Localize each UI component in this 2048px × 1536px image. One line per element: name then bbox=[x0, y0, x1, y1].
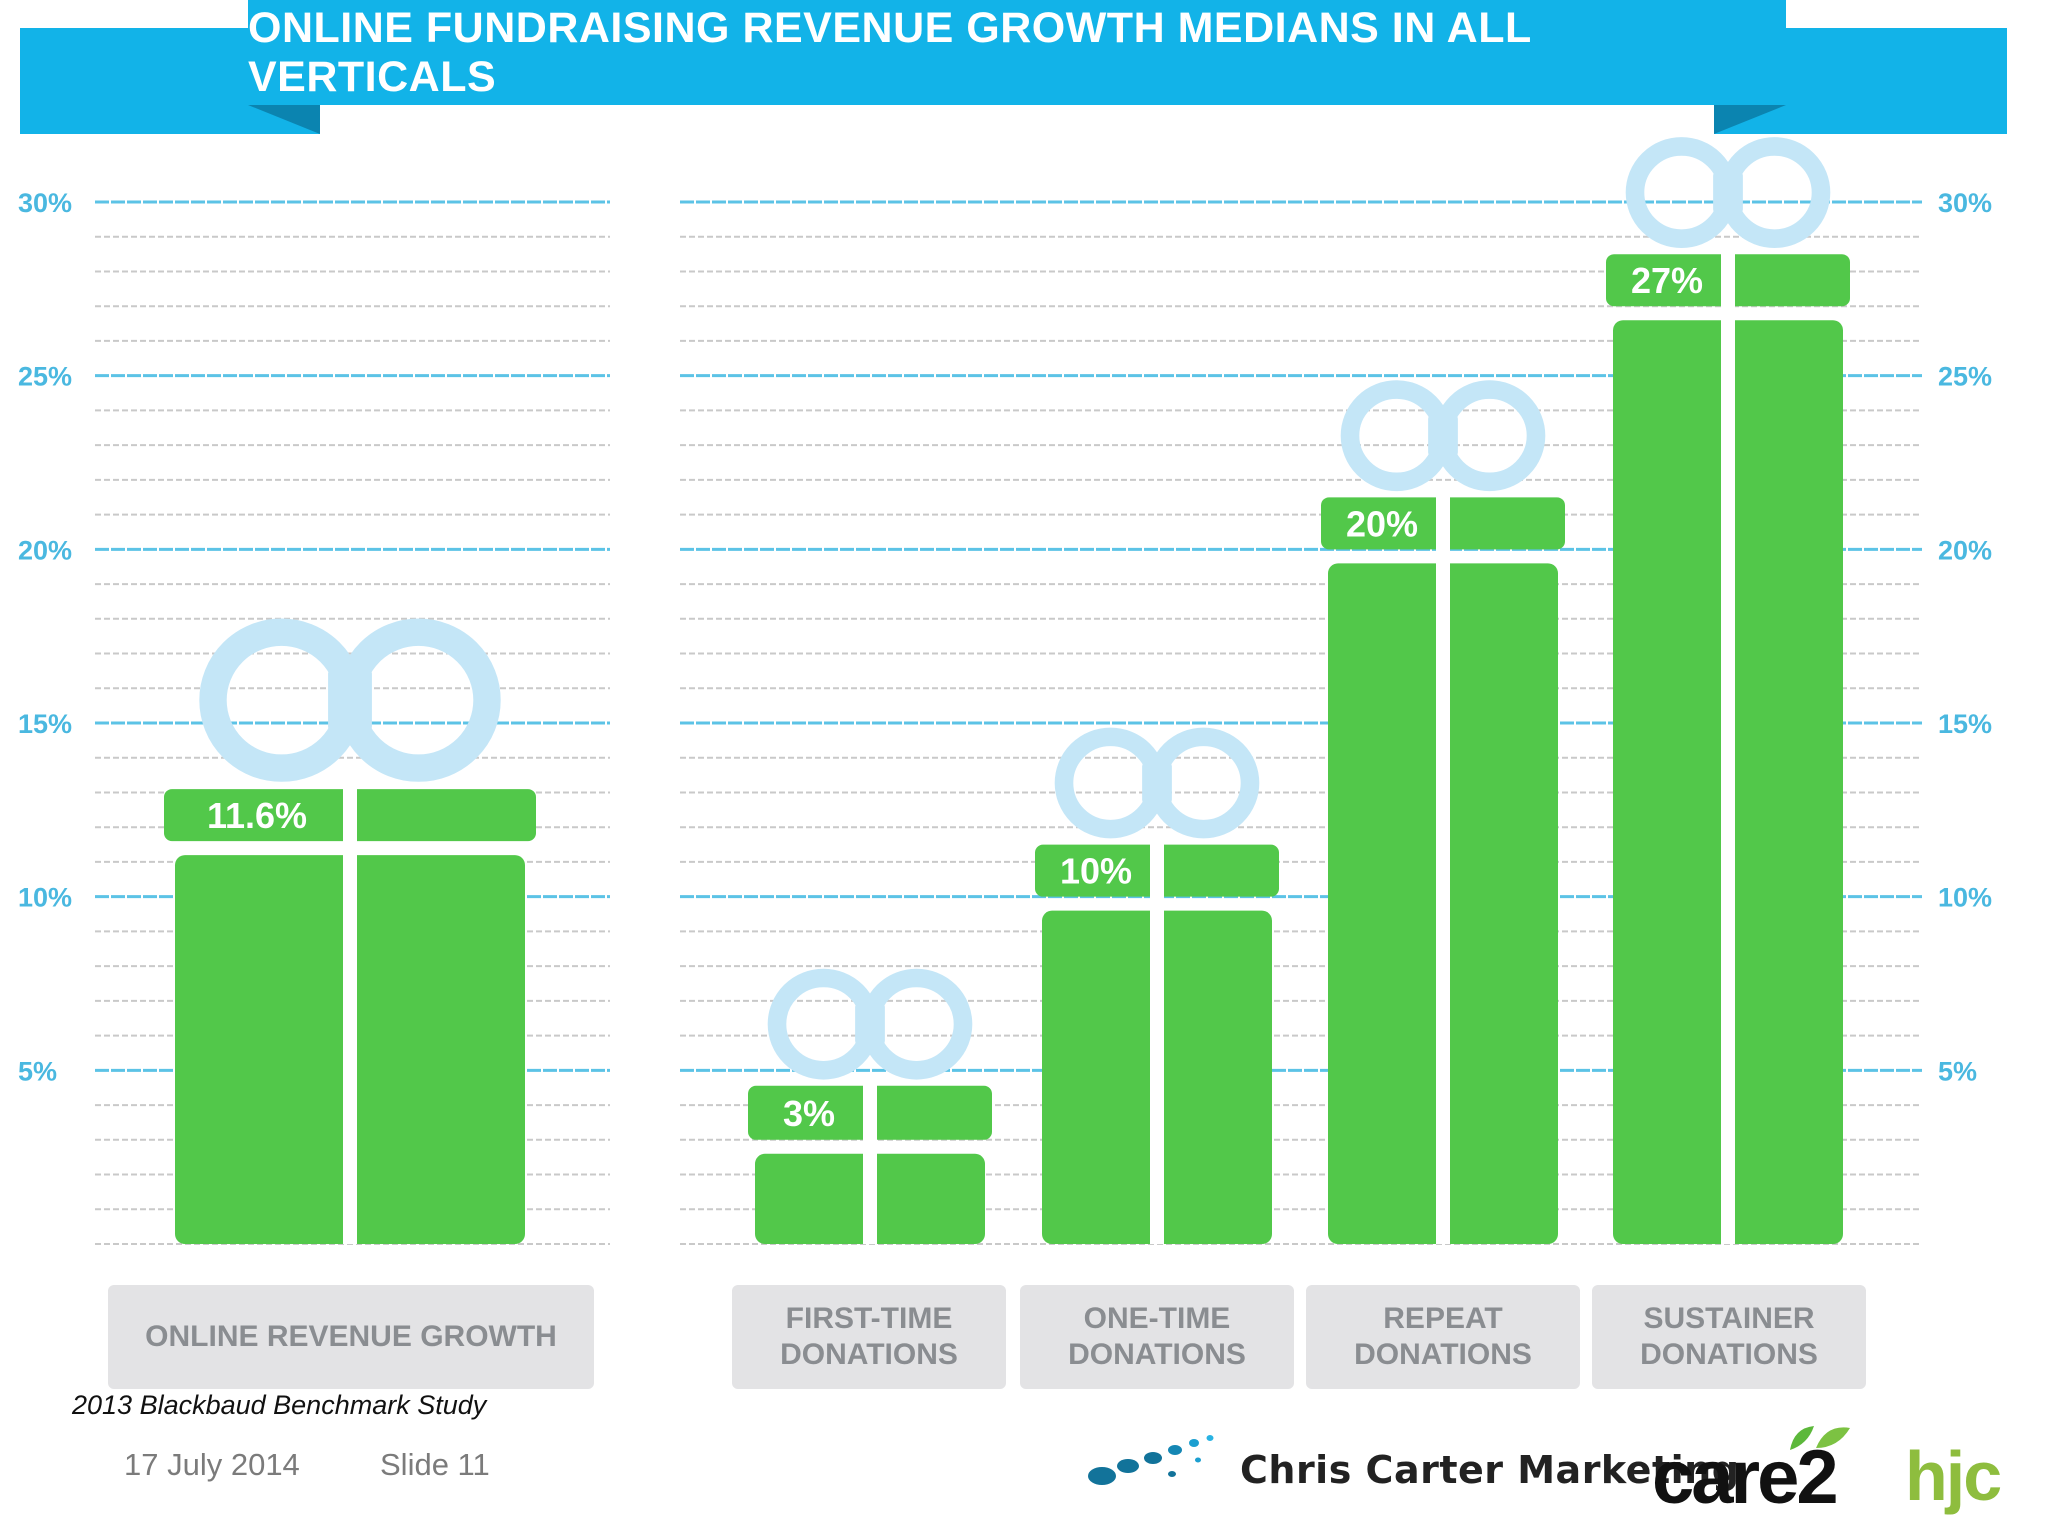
bar-value-label: 3% bbox=[783, 1093, 835, 1134]
y-tick-label-left: 20% bbox=[18, 535, 72, 565]
source-note: 2013 Blackbaud Benchmark Study bbox=[72, 1390, 487, 1420]
bar-value-label: 20% bbox=[1346, 503, 1418, 544]
bow-knot-icon bbox=[1428, 414, 1458, 457]
bow-knot-icon bbox=[1142, 762, 1172, 804]
bow-knot-icon bbox=[1713, 171, 1743, 214]
bar-gift: 3% bbox=[748, 968, 992, 1244]
footer-slide-number: Slide 11 bbox=[380, 1447, 490, 1482]
gift-ribbon bbox=[863, 1083, 877, 1244]
ccm-dots-icon bbox=[1088, 1435, 1214, 1485]
y-tick-label-right: 10% bbox=[1938, 883, 1992, 913]
care2-leaf-icon bbox=[1790, 1426, 1850, 1450]
page-title: ONLINE FUNDRAISING REVENUE GROWTH MEDIAN… bbox=[248, 3, 1531, 101]
bars: 11.6% 3% 10% 20% 27% bbox=[164, 137, 1850, 1244]
category-label: FIRST-TIME DONATIONS bbox=[732, 1285, 1006, 1389]
footer-date: 17 July 2014 bbox=[124, 1447, 300, 1482]
bar-value-label: 10% bbox=[1060, 851, 1132, 892]
y-axis-labels: 5% 5% 10% 10% 15% 15% 20% 20% 25% 25% 30% 30% bbox=[18, 188, 1992, 1086]
bar-gift: 11.6% bbox=[164, 618, 536, 1244]
y-tick-label-left: 30% bbox=[18, 188, 72, 218]
title-banner bbox=[20, 0, 2007, 134]
banner-left-strip bbox=[20, 28, 320, 134]
bar-gift: 10% bbox=[1035, 727, 1279, 1244]
bar-chart: 5% 5% 10% 10% 15% 15% 20% 20% 25% 25% 30% 30% 11.6%… bbox=[18, 137, 1992, 1245]
banner-left-fold bbox=[248, 105, 320, 134]
banner-center bbox=[248, 0, 1786, 105]
y-tick-label-left: 15% bbox=[18, 709, 72, 739]
y-tick-label-right: 30% bbox=[1938, 188, 1992, 218]
category-label: ONE-TIME DONATIONS bbox=[1020, 1285, 1294, 1389]
category-label: SUSTAINER DONATIONS bbox=[1592, 1285, 1866, 1389]
banner-right-fold bbox=[1714, 105, 1786, 134]
y-tick-label-right: 5% bbox=[1938, 1056, 1977, 1086]
banner-right-strip bbox=[1714, 28, 2007, 134]
y-tick-label-left: 5% bbox=[18, 1056, 57, 1086]
sponsor-logos: Chris Carter Marketing care2 hjc bbox=[1080, 1420, 2020, 1530]
y-tick-label-left: 10% bbox=[18, 883, 72, 913]
bar-gift: 27% bbox=[1606, 137, 1850, 1244]
y-tick-label-right: 15% bbox=[1938, 709, 1992, 739]
ccm-logo-text: Chris Carter Marketing bbox=[1240, 1448, 1740, 1492]
y-tick-label-left: 25% bbox=[18, 362, 72, 392]
category-label: REPEAT DONATIONS bbox=[1306, 1285, 1580, 1389]
bow-knot-icon bbox=[328, 669, 372, 731]
y-tick-label-right: 20% bbox=[1938, 535, 1992, 565]
bow-knot-icon bbox=[855, 1003, 885, 1045]
gift-ribbon bbox=[1721, 252, 1735, 1244]
gift-ribbon bbox=[343, 787, 357, 1244]
bar-value-label: 27% bbox=[1631, 260, 1703, 301]
category-label: ONLINE REVENUE GROWTH bbox=[108, 1285, 594, 1389]
hjc-logo: hjc bbox=[1905, 1437, 2002, 1515]
gift-ribbon bbox=[1150, 842, 1164, 1244]
bar-value-label: 11.6% bbox=[207, 795, 307, 836]
care2-logo: care2 bbox=[1652, 1435, 1839, 1520]
y-tick-label-right: 25% bbox=[1938, 362, 1992, 392]
bar-gift: 20% bbox=[1321, 380, 1565, 1244]
gift-ribbon bbox=[1436, 495, 1450, 1244]
